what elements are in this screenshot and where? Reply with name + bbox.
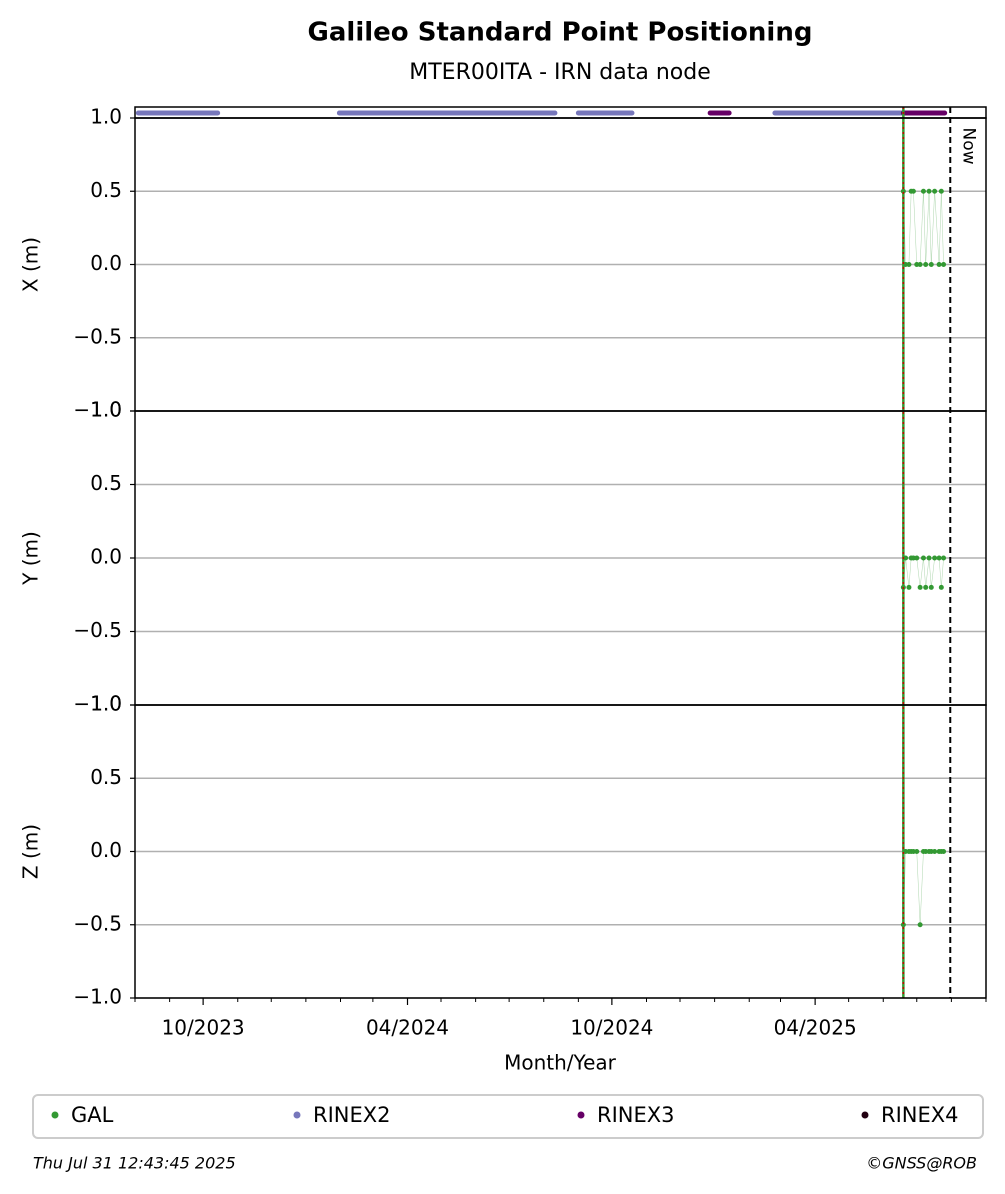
- x-axis-label: Month/Year: [504, 1051, 617, 1075]
- legend-marker: [293, 1111, 301, 1119]
- y-tick-label: 0.5: [90, 471, 122, 495]
- gal-point: [938, 584, 944, 590]
- gal-point: [928, 584, 934, 590]
- legend-label: RINEX2: [313, 1103, 391, 1127]
- x-tick-label: 10/2023: [162, 1016, 245, 1040]
- legend: [32, 1094, 984, 1139]
- gal-point: [941, 849, 947, 854]
- y-tick-label: 1.0: [90, 105, 122, 129]
- gal-point: [917, 584, 923, 590]
- gal-point: [928, 262, 934, 267]
- chart-title: Galileo Standard Point Positioning: [308, 18, 813, 48]
- gal-point: [923, 584, 929, 590]
- gal-point: [906, 584, 912, 590]
- y-tick-label: −0.5: [73, 324, 122, 348]
- gal-point: [932, 849, 938, 854]
- gal-point: [941, 262, 947, 267]
- y-tick-label: 0.5: [90, 178, 122, 202]
- gal-point: [938, 188, 944, 194]
- gal-point: [917, 922, 923, 928]
- gal-point: [936, 555, 942, 561]
- gal-point: [936, 262, 942, 267]
- y-tick-label: 1.0: [90, 398, 122, 422]
- y-tick-label: −1.0: [73, 692, 122, 716]
- x-tick-label: 04/2025: [774, 1016, 857, 1040]
- y-tick-label: 1.0: [90, 692, 122, 716]
- gal-point: [920, 555, 926, 561]
- gal-point: [926, 188, 932, 194]
- y-tick-label: −0.5: [73, 618, 122, 642]
- now-label: Now: [958, 127, 978, 164]
- y-axis-label: Y (m): [19, 531, 43, 586]
- chart-subtitle: MTER00ITA - IRN data node: [409, 60, 710, 85]
- gal-point: [910, 188, 916, 194]
- credit: ©GNSS@ROB: [866, 1154, 977, 1173]
- timestamp: Thu Jul 31 12:43:45 2025: [33, 1154, 236, 1173]
- gal-point: [920, 188, 926, 194]
- x-tick-label: 04/2024: [366, 1016, 449, 1040]
- gal-point: [941, 555, 947, 561]
- y-axis-label: Z (m): [19, 824, 43, 879]
- y-tick-label: 0.0: [90, 838, 122, 862]
- y-tick-label: −1.0: [73, 398, 122, 422]
- y-axis-label: X (m): [19, 237, 43, 292]
- x-tick-label: 10/2024: [570, 1016, 653, 1040]
- gal-point: [917, 262, 923, 267]
- legend-label: GAL: [71, 1103, 114, 1127]
- legend-label: RINEX3: [597, 1103, 675, 1127]
- y-tick-label: −1.0: [73, 985, 122, 1009]
- y-tick-label: 0.5: [90, 765, 122, 789]
- gal-point: [926, 555, 932, 561]
- legend-label: RINEX4: [881, 1103, 959, 1127]
- panel-frame: [134, 704, 987, 999]
- gal-point: [932, 188, 938, 194]
- gal-point: [914, 555, 920, 561]
- gal-point: [914, 849, 920, 854]
- legend-marker: [51, 1111, 59, 1119]
- legend-marker: [861, 1111, 869, 1119]
- gal-point: [932, 555, 938, 561]
- y-tick-label: 0.0: [90, 251, 122, 275]
- legend-marker: [577, 1111, 585, 1119]
- gal-point: [923, 262, 929, 267]
- y-tick-label: −0.5: [73, 911, 122, 935]
- y-tick-label: 0.0: [90, 545, 122, 569]
- gal-point: [906, 262, 912, 267]
